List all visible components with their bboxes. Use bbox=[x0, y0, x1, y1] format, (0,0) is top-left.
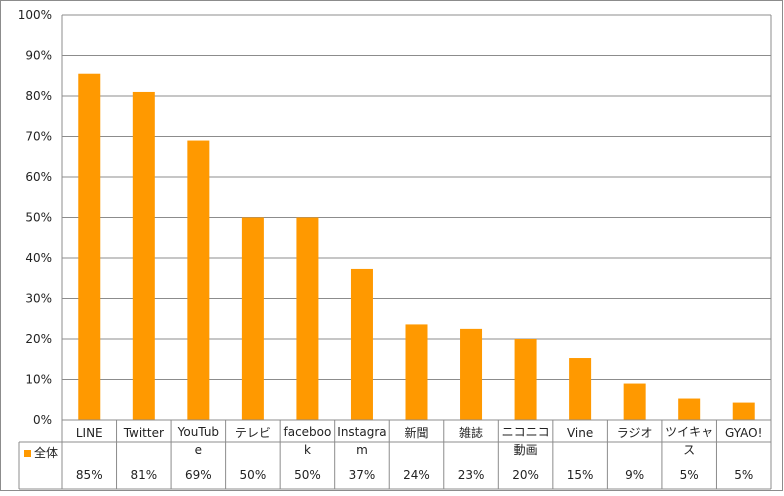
table-value: 5% bbox=[680, 468, 699, 482]
bar bbox=[296, 217, 319, 420]
category-label: GYAO! bbox=[725, 426, 762, 440]
bar bbox=[514, 339, 537, 420]
gridlines bbox=[61, 14, 772, 489]
y-tick-label: 80% bbox=[25, 89, 52, 103]
table-value: 5% bbox=[734, 468, 753, 482]
category-label: faceboo bbox=[283, 425, 331, 439]
bar bbox=[460, 328, 483, 420]
y-tick-label: 0% bbox=[33, 413, 52, 427]
category-label: m bbox=[356, 443, 368, 457]
table-value: 15% bbox=[567, 468, 594, 482]
bar bbox=[623, 383, 646, 420]
bar bbox=[678, 398, 701, 420]
bar bbox=[241, 217, 264, 420]
table-value: 23% bbox=[458, 468, 485, 482]
category-label: Vine bbox=[567, 426, 593, 440]
table-value: 50% bbox=[240, 468, 267, 482]
category-label: Twitter bbox=[123, 426, 164, 440]
y-tick-label: 60% bbox=[25, 170, 52, 184]
category-label: 動画 bbox=[514, 443, 538, 457]
bar bbox=[405, 324, 428, 420]
category-label: テレビ bbox=[235, 426, 271, 440]
legend-swatch bbox=[24, 450, 31, 457]
legend-label: 全体 bbox=[34, 445, 58, 460]
category-label: ツイキャ bbox=[665, 425, 713, 439]
category-label: k bbox=[304, 443, 311, 457]
y-tick-label: 100% bbox=[18, 8, 52, 22]
bar bbox=[350, 268, 373, 420]
table-value: 85% bbox=[76, 468, 103, 482]
table-value: 50% bbox=[294, 468, 321, 482]
category-label: LINE bbox=[76, 426, 103, 440]
bar bbox=[78, 73, 101, 420]
y-tick-label: 90% bbox=[25, 49, 52, 63]
data-table: LINE Twitter YouTub e テレビ faceboo k Instagra m 新聞… bbox=[18, 419, 771, 490]
category-label: 新聞 bbox=[404, 425, 428, 440]
y-tick-label: 50% bbox=[25, 211, 52, 225]
category-label: ニコニコ bbox=[502, 425, 550, 439]
y-tick-label: 70% bbox=[25, 130, 52, 144]
table-value: 20% bbox=[512, 468, 539, 482]
y-tick-label: 20% bbox=[25, 332, 52, 346]
bar bbox=[732, 402, 755, 420]
table-value: 37% bbox=[349, 468, 376, 482]
y-axis-tick-labels: 0% 10% 20% 30% 40% 50% 60% 70% 80% 90% 100% bbox=[18, 8, 52, 427]
table-value: 81% bbox=[130, 468, 157, 482]
table-value: 69% bbox=[185, 468, 212, 482]
bar bbox=[132, 91, 155, 420]
y-tick-label: 30% bbox=[25, 292, 52, 306]
bar bbox=[569, 358, 592, 420]
category-label: ラジオ bbox=[617, 426, 653, 440]
category-label: 雑誌 bbox=[459, 425, 483, 440]
category-label: e bbox=[195, 443, 202, 457]
bar bbox=[187, 140, 210, 421]
category-label: ス bbox=[683, 443, 695, 457]
table-value: 9% bbox=[625, 468, 644, 482]
bars bbox=[78, 73, 755, 421]
category-label: Instagra bbox=[337, 425, 386, 439]
y-tick-label: 10% bbox=[25, 373, 52, 387]
table-value: 24% bbox=[403, 468, 430, 482]
y-tick-label: 40% bbox=[25, 251, 52, 265]
category-label: YouTub bbox=[177, 425, 219, 439]
